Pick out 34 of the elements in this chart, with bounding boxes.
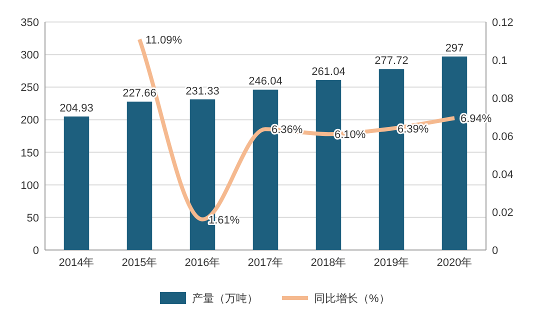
legend: 产量（万吨） (192, 293, 258, 305)
label: 297 (445, 42, 464, 55)
y2tick: 0 (492, 245, 498, 257)
y2tick: 0.02 (492, 207, 514, 219)
label: 11.09% (146, 34, 182, 46)
ytick: 100 (20, 180, 39, 192)
label: 6.39% (398, 124, 429, 136)
y2tick: 0.06 (492, 131, 514, 143)
label: 227.66 (122, 88, 156, 100)
ytick: 250 (20, 82, 39, 94)
label: 6.10% (334, 129, 366, 142)
label: 261.04 (312, 66, 346, 78)
ytick: 300 (20, 50, 39, 62)
y2tick: 0.08 (492, 93, 514, 105)
ytick: 150 (20, 147, 39, 160)
label: 277.72 (374, 55, 408, 68)
xtick: 2014年 (58, 257, 94, 269)
xtick: 2020年 (436, 257, 472, 269)
ytick: 0 (32, 245, 39, 257)
xtick: 2019年 (374, 257, 410, 269)
ytick: 350 (20, 17, 39, 29)
y2tick: 0.04 (492, 169, 514, 181)
label: 231.33 (186, 85, 220, 98)
xtick: 2015年 (122, 257, 158, 269)
y2tick: 0.1 (492, 55, 508, 67)
xtick: 2017年 (248, 257, 284, 269)
ytick: 50 (26, 212, 39, 224)
ytick: 200 (20, 114, 39, 127)
label: 246.04 (248, 76, 282, 88)
legend: 同比增长（%） (314, 293, 390, 305)
label: 204.93 (60, 102, 94, 114)
xtick: 2016年 (184, 257, 220, 269)
y2tick: 0.12 (492, 17, 514, 29)
xtick: 2018年 (310, 257, 346, 269)
